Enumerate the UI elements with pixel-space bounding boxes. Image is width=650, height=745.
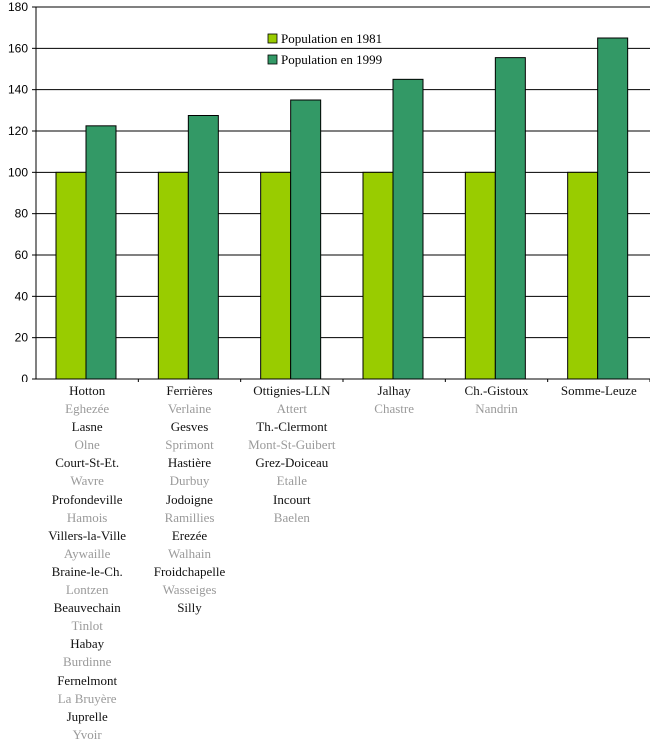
gridlines: [36, 6, 650, 339]
commune-label: Grez-Doiceau: [255, 455, 329, 471]
x-tick-label: Hotton: [69, 383, 106, 398]
commune-label: Froidchapelle: [153, 563, 226, 579]
y-tick-label: 120: [8, 124, 28, 138]
commune-label: Beauvechain: [53, 600, 121, 616]
bars: [55, 37, 650, 382]
commune-label: Hamois: [66, 509, 108, 525]
commune-label: Etalle: [276, 473, 307, 489]
x-tick-label: Somme-Leuze: [560, 383, 637, 398]
y-tick-label: 20: [15, 331, 29, 345]
commune-label: Walhain: [168, 545, 211, 561]
commune-label: Verlaine: [167, 401, 212, 417]
commune-label: Nandrin: [475, 401, 518, 417]
bar-1981: [55, 171, 87, 380]
legend-swatch-1981: [267, 33, 278, 44]
commune-label: La Bruyère: [57, 690, 117, 706]
bar-1981: [362, 171, 394, 380]
x-tick-label: Ferrières: [166, 383, 213, 398]
commune-label: Aywaille: [63, 545, 111, 561]
commune-label: Durbuy: [169, 473, 210, 489]
bar-chart: 0 20 40 60 80 100 120 140 160 180 Population en 1…: [8, 0, 650, 382]
commune-label: Attert: [276, 401, 307, 417]
bar-1981: [260, 171, 292, 380]
y-tick-label: 80: [15, 207, 29, 221]
y-tick-label: 100: [8, 165, 28, 179]
commune-label: Eghezée: [65, 401, 110, 417]
commune-label: Mont-St-Guibert: [248, 437, 336, 453]
commune-label: Fernelmont: [57, 672, 118, 688]
commune-label: Erezée: [171, 527, 208, 543]
commune-label: Sprimont: [165, 437, 214, 453]
x-tick-label: Jalhay: [377, 383, 411, 398]
category-column: Ottignies-LLN Attert Th.-Clermont Mont-St-G…: [240, 382, 344, 527]
x-tick-label: Ch.-Gistoux: [464, 383, 529, 398]
commune-label: Tinlot: [71, 618, 103, 634]
category-column: Jalhay Chastre: [342, 382, 446, 418]
commune-label: Juprelle: [66, 708, 108, 724]
commune-label: Habay: [70, 636, 105, 652]
commune-label: Lontzen: [65, 582, 109, 598]
legend-label-1999: Population en 1999: [281, 52, 382, 67]
commune-label: Incourt: [273, 491, 311, 507]
x-tick-label: Ottignies-LLN: [253, 383, 331, 398]
commune-label: Burdinne: [62, 654, 112, 670]
commune-label: Yvoir: [72, 726, 102, 742]
bar-1999: [494, 57, 526, 380]
bar-1981: [567, 171, 599, 380]
commune-label: Th.-Clermont: [256, 419, 328, 435]
commune-label: Wavre: [70, 473, 104, 489]
bar-1999: [290, 99, 322, 380]
commune-label: Court-St-Et.: [55, 455, 120, 471]
category-column: Hotton Eghezée Lasne Olne Court-St-Et. Wavre P…: [35, 382, 139, 744]
y-axis-ticks: 0 20 40 60 80 100 120 140 160 180: [8, 0, 36, 382]
commune-label: Villers-la-Ville: [48, 527, 127, 543]
bar-1981: [157, 171, 189, 380]
bar-1999: [187, 115, 219, 380]
commune-label: Silly: [177, 600, 202, 616]
y-tick-label: 180: [8, 0, 28, 14]
commune-label: Gesves: [170, 419, 209, 435]
legend-swatch-1999: [267, 54, 278, 65]
commune-label: Profondeville: [51, 491, 123, 507]
commune-label: Lasne: [71, 419, 103, 435]
commune-label: Braine-le-Ch.: [51, 563, 123, 579]
y-tick-label: 160: [8, 41, 28, 55]
commune-label: Ramillies: [164, 509, 215, 525]
category-column: Somme-Leuze: [547, 382, 650, 400]
commune-label: Baelen: [273, 509, 310, 525]
legend-label-1981: Population en 1981: [281, 31, 382, 46]
bar-1981: [464, 171, 496, 380]
commune-label: Jodoigne: [166, 491, 213, 507]
y-tick-label: 0: [21, 372, 28, 382]
category-column: Ferrières Verlaine Gesves Sprimont Hastière D…: [138, 382, 242, 617]
legend: Population en 1981 Population en 1999: [267, 31, 382, 67]
bar-1999: [597, 37, 629, 380]
y-tick-label: 60: [15, 248, 29, 262]
commune-label: Olne: [74, 437, 100, 453]
y-tick-label: 40: [15, 289, 29, 303]
commune-label: Chastre: [374, 401, 415, 417]
bar-1999: [392, 78, 424, 380]
y-tick-label: 140: [8, 83, 28, 97]
commune-label: Hastière: [167, 455, 212, 471]
category-column: Ch.-Gistoux Nandrin: [445, 382, 549, 418]
bar-1999: [85, 125, 117, 380]
commune-label: Wasseiges: [162, 582, 217, 598]
